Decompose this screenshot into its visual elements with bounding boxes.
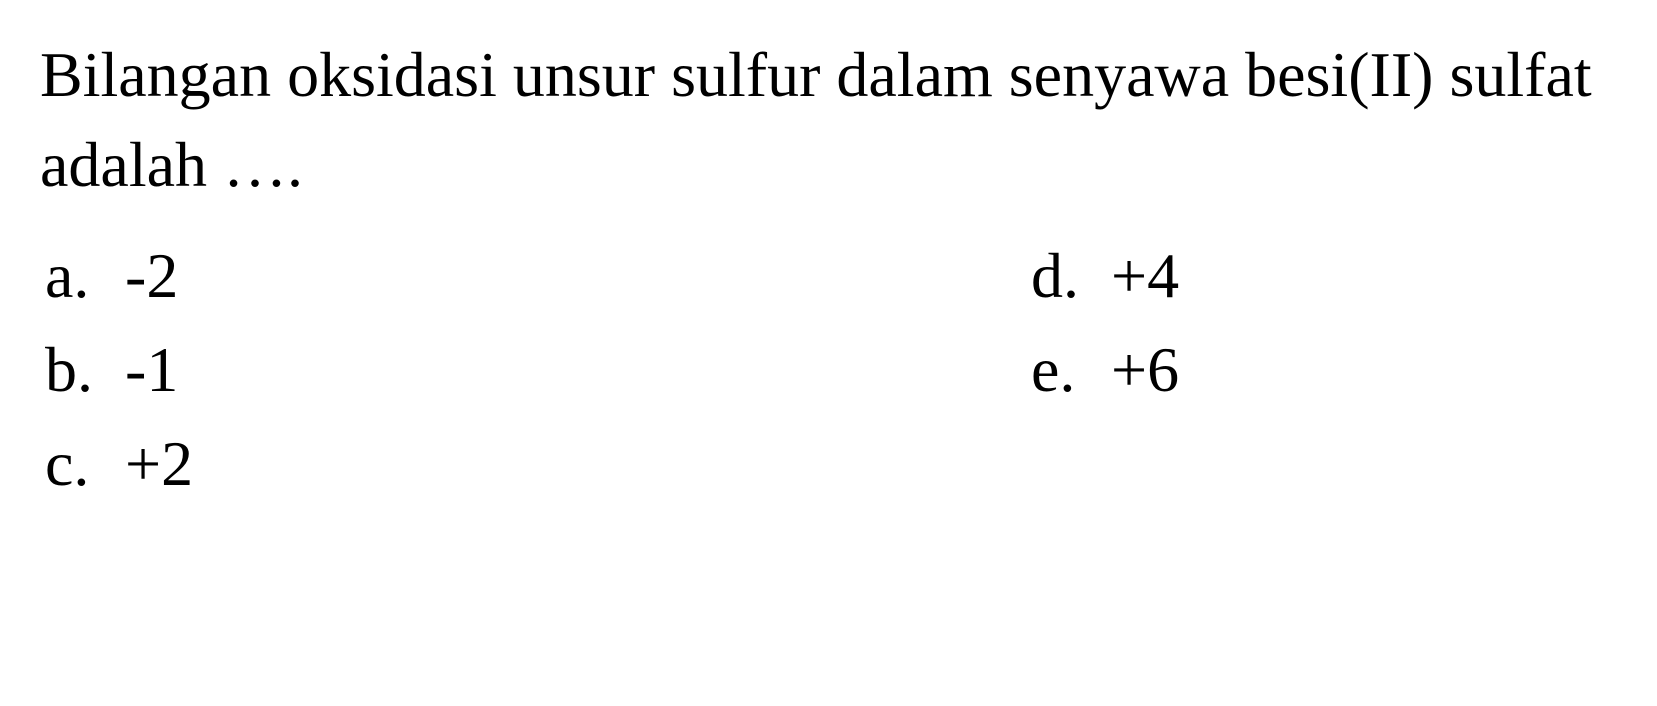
option-letter: c. [45,427,125,501]
option-value: +6 [1111,333,1179,407]
option-letter: a. [45,239,125,313]
option-letter: d. [1031,239,1111,313]
question-text: Bilangan oksidasi unsur sulfur dalam sen… [40,30,1617,209]
option-value: -1 [125,333,178,407]
option-value: +2 [125,427,193,501]
option-letter: e. [1031,333,1111,407]
option-c: c. +2 [45,427,631,501]
option-d: d. +4 [1031,239,1617,313]
option-e: e. +6 [1031,333,1617,407]
option-value: -2 [125,239,178,313]
option-value: +4 [1111,239,1179,313]
options-container: a. -2 d. +4 b. -1 e. +6 c. +2 [40,239,1617,501]
option-letter: b. [45,333,125,407]
option-b: b. -1 [45,333,631,407]
option-a: a. -2 [45,239,631,313]
